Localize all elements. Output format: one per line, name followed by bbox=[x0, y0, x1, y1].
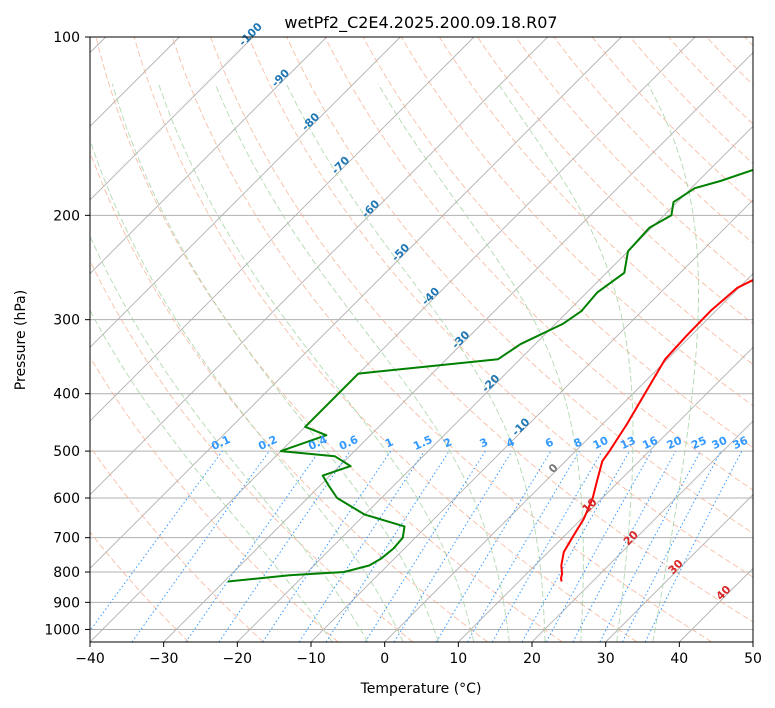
mixing-ratio-label: 10 bbox=[591, 434, 611, 452]
plot-frame bbox=[89, 36, 754, 643]
y-tick-label: 200 bbox=[53, 208, 80, 224]
chart-title: wetPf2_C2E4.2025.200.09.18.R07 bbox=[284, 13, 557, 33]
moist-adiabat-line bbox=[158, 83, 475, 642]
moist-adiabat-line bbox=[90, 138, 404, 642]
x-tick-label: 20 bbox=[523, 651, 541, 667]
mixing-ratio-label: 36 bbox=[731, 434, 751, 452]
x-tick-label: 40 bbox=[670, 651, 688, 667]
y-tick-label: 500 bbox=[53, 444, 80, 460]
isotherm-line bbox=[458, 346, 753, 642]
y-tick-label: 900 bbox=[53, 595, 80, 611]
x-tick-label: −10 bbox=[296, 651, 326, 667]
axis-ticks: −40 −30 −20 −10 0 10 20 30 40 50 100 200 300 400 500 60… bbox=[44, 30, 762, 667]
x-tick-label: −20 bbox=[223, 651, 253, 667]
x-tick-label: 10 bbox=[449, 651, 467, 667]
mixing-ratio-line bbox=[325, 450, 450, 642]
y-axis-label: Pressure (hPa) bbox=[13, 290, 29, 390]
dry-adiabat-line bbox=[591, 37, 753, 204]
moist-adiabat-line bbox=[90, 235, 369, 642]
mixing-ratio-label: 20 bbox=[665, 434, 685, 452]
mixing-ratio-line bbox=[131, 450, 270, 642]
mixing-ratio-line bbox=[644, 450, 743, 642]
mixing-ratio-line bbox=[298, 450, 425, 642]
dry-adiabat-line bbox=[90, 259, 414, 642]
isotherm-line bbox=[90, 37, 622, 569]
y-tick-label: 100 bbox=[53, 30, 80, 46]
x-tick-label: 50 bbox=[744, 651, 762, 667]
dry-adiabat-line bbox=[248, 37, 753, 578]
isotherm-line bbox=[90, 37, 401, 348]
x-tick-label: −30 bbox=[149, 651, 179, 667]
mixing-ratio-label: 30 bbox=[710, 434, 730, 452]
moist-adiabat-line bbox=[90, 309, 333, 642]
dry-adiabat-line bbox=[324, 37, 753, 491]
isotherm-line bbox=[605, 494, 753, 642]
dry-adiabat-line bbox=[400, 37, 753, 407]
mixing-ratio-label: 13 bbox=[618, 434, 637, 452]
isotherm-line bbox=[90, 37, 696, 642]
dry-adiabat-line bbox=[362, 37, 753, 449]
temperature-profile-line bbox=[560, 278, 753, 582]
mixing-ratio-label: 16 bbox=[640, 434, 660, 452]
x-tick-label: −40 bbox=[75, 651, 105, 667]
mixing-ratio-line bbox=[572, 450, 677, 642]
dry-adiabat-line bbox=[90, 356, 339, 642]
moist-adiabat-line bbox=[498, 83, 634, 642]
mixing-ratio-line bbox=[185, 450, 320, 642]
x-tick-label: 0 bbox=[380, 651, 389, 667]
isotherm-line bbox=[90, 37, 475, 422]
isotherm-line bbox=[531, 420, 753, 642]
moist-adiabat-line bbox=[285, 83, 546, 642]
isotherm-line bbox=[384, 273, 753, 642]
moist-adiabat-line bbox=[214, 83, 510, 642]
isotherm-line bbox=[90, 37, 254, 201]
background-lines bbox=[90, 37, 753, 642]
dry-adiabat-line bbox=[286, 37, 753, 534]
y-tick-label: 600 bbox=[53, 491, 80, 507]
dry-adiabat-line bbox=[133, 37, 638, 642]
isotherm-line bbox=[90, 37, 548, 496]
mixing-ratio-label: 25 bbox=[689, 434, 708, 452]
x-axis-label: Temperature (°C) bbox=[360, 681, 482, 697]
moist-adiabat-line bbox=[377, 83, 584, 642]
y-tick-label: 1000 bbox=[44, 622, 80, 638]
dry-adiabat-line bbox=[210, 37, 753, 623]
isotherm-line bbox=[90, 37, 327, 275]
isotherm-line bbox=[237, 125, 753, 642]
dry-adiabat-line bbox=[90, 531, 190, 642]
mixing-ratio-line bbox=[545, 450, 653, 642]
mixing-ratio-line bbox=[393, 450, 513, 642]
dry-adiabat-line bbox=[477, 37, 753, 325]
profile-lines bbox=[227, 168, 753, 583]
y-tick-label: 700 bbox=[53, 531, 80, 547]
mixing-ratio-line bbox=[521, 450, 630, 642]
y-tick-label: 400 bbox=[53, 387, 80, 403]
dry-adiabat-line bbox=[553, 37, 753, 244]
mixing-ratio-line bbox=[218, 450, 351, 642]
y-tick-label: 800 bbox=[53, 565, 80, 581]
dry-adiabat-line bbox=[90, 150, 488, 642]
y-tick-label: 300 bbox=[53, 313, 80, 329]
moist-adiabat-line bbox=[647, 83, 699, 642]
dry-adiabat-line bbox=[629, 37, 753, 165]
x-tick-label: 30 bbox=[597, 651, 615, 667]
dewpoint-profile-line bbox=[227, 168, 753, 583]
mixing-ratio-line bbox=[262, 450, 392, 642]
mixing-ratio-line bbox=[90, 450, 223, 632]
dry-adiabat-line bbox=[515, 37, 753, 284]
moist-adiabat-line bbox=[111, 83, 439, 642]
dry-adiabat-line bbox=[439, 37, 753, 365]
isotherm-line bbox=[163, 52, 753, 642]
